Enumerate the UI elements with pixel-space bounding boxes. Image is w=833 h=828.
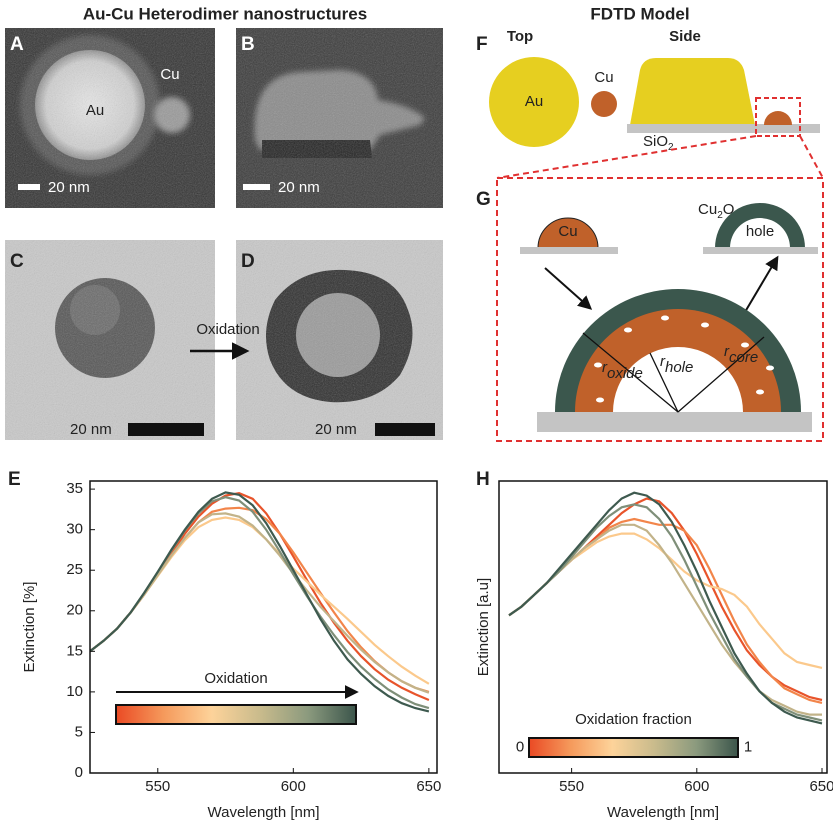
sem-image-b [236,28,443,208]
x-axis-label: Wavelength [nm] [208,804,320,821]
text: r [602,359,608,376]
label: Au [86,102,104,119]
arrow [544,267,593,310]
panel-letter: D [241,251,255,272]
y-tick-label: 5 [75,723,83,740]
tem-image-d [236,240,443,440]
label: Cu2O [698,201,734,221]
subscript: 2 [717,210,723,221]
line [90,491,430,713]
y-tick-label: 35 [66,480,83,497]
x-tick-label: 650 [416,778,441,795]
substrate [537,412,812,432]
substrate-label: SiO2 [643,133,674,153]
scale-bar-label: 20 nm [315,421,357,438]
substrate [703,247,818,254]
panel-letter: B [241,34,255,55]
label: Au [525,93,543,110]
x-tick-label: 650 [809,778,833,795]
y-tick-label: 0 [75,764,83,781]
substrate [520,247,618,254]
text: r [724,343,730,360]
subscript: oxide [607,365,643,382]
x-tick-label: 600 [684,778,709,795]
voids [594,315,774,403]
title: FDTD Model [590,4,689,23]
line [508,503,823,722]
colorbar-tick-label: 0 [516,738,524,755]
panel-letter: E [8,469,21,490]
label: hole [746,223,774,240]
axes-frame [89,480,438,774]
subscript: hole [665,359,693,376]
colorbar-label: Oxidation fraction [575,711,692,728]
scale-bar-label: 20 nm [48,179,90,196]
line [508,517,823,704]
oxide-shell [715,203,805,248]
arrow [744,255,779,313]
x-axis-label: Wavelength [nm] [607,804,719,821]
text: Cu [698,201,717,218]
colorbar [528,737,739,758]
panel-letter: F [476,34,488,55]
view-label: Top [507,28,533,45]
panel-letter: C [10,251,24,272]
text: SiO [643,133,668,150]
x-tick-label: 600 [281,778,306,795]
panel-letter: H [476,469,490,490]
label: Cu [160,66,179,83]
radius-label: roxide [602,359,643,382]
x-tick-label: 550 [559,778,584,795]
sem-image-a [5,28,215,208]
scale-bar-label: 20 nm [278,179,320,196]
text: O [723,201,735,218]
au-particle [489,57,579,147]
cu-particle [591,91,617,117]
zoom-panel [496,177,824,442]
panel-letter: A [10,34,24,55]
substrate [627,124,820,133]
y-tick-label: 20 [66,602,83,619]
subscript: core [729,349,758,366]
y-axis-label: Extinction [a.u] [475,578,492,676]
subscript: 2 [668,142,674,153]
colorbar [115,704,357,725]
radius-label: rcore [724,343,758,366]
scale-bar-label: 20 nm [70,421,112,438]
radius-lines [582,332,765,413]
y-tick-label: 10 [66,683,83,700]
y-axis-label: Extinction [%] [21,582,38,673]
view-label: Side [669,28,701,45]
line [90,512,430,694]
hole [613,347,743,412]
line [508,523,822,716]
y-tick-label: 30 [66,521,83,538]
colorbar-tick-label: 1 [744,738,752,755]
cu-side [764,111,792,125]
line [508,491,823,725]
y-tick-label: 15 [66,642,83,659]
label: Cu [594,69,613,86]
title: Au-Cu Heterodimer nanostructures [83,4,367,23]
radius-label: rhole [660,353,693,376]
y-tick-label: 25 [66,561,83,578]
text: r [660,353,666,370]
zoom-line [496,135,757,179]
label: Cu [558,223,577,240]
arrow-label: Oxidation [196,321,259,338]
colorbar-label: Oxidation [204,670,267,687]
tem-image-c [5,240,215,440]
zoom-box [755,97,801,137]
x-tick-label: 550 [145,778,170,795]
axes-frame [498,480,828,774]
panel-letter: G [476,189,491,210]
cu-dome [537,217,599,249]
zoom-line [799,135,824,179]
au-side [630,58,755,125]
